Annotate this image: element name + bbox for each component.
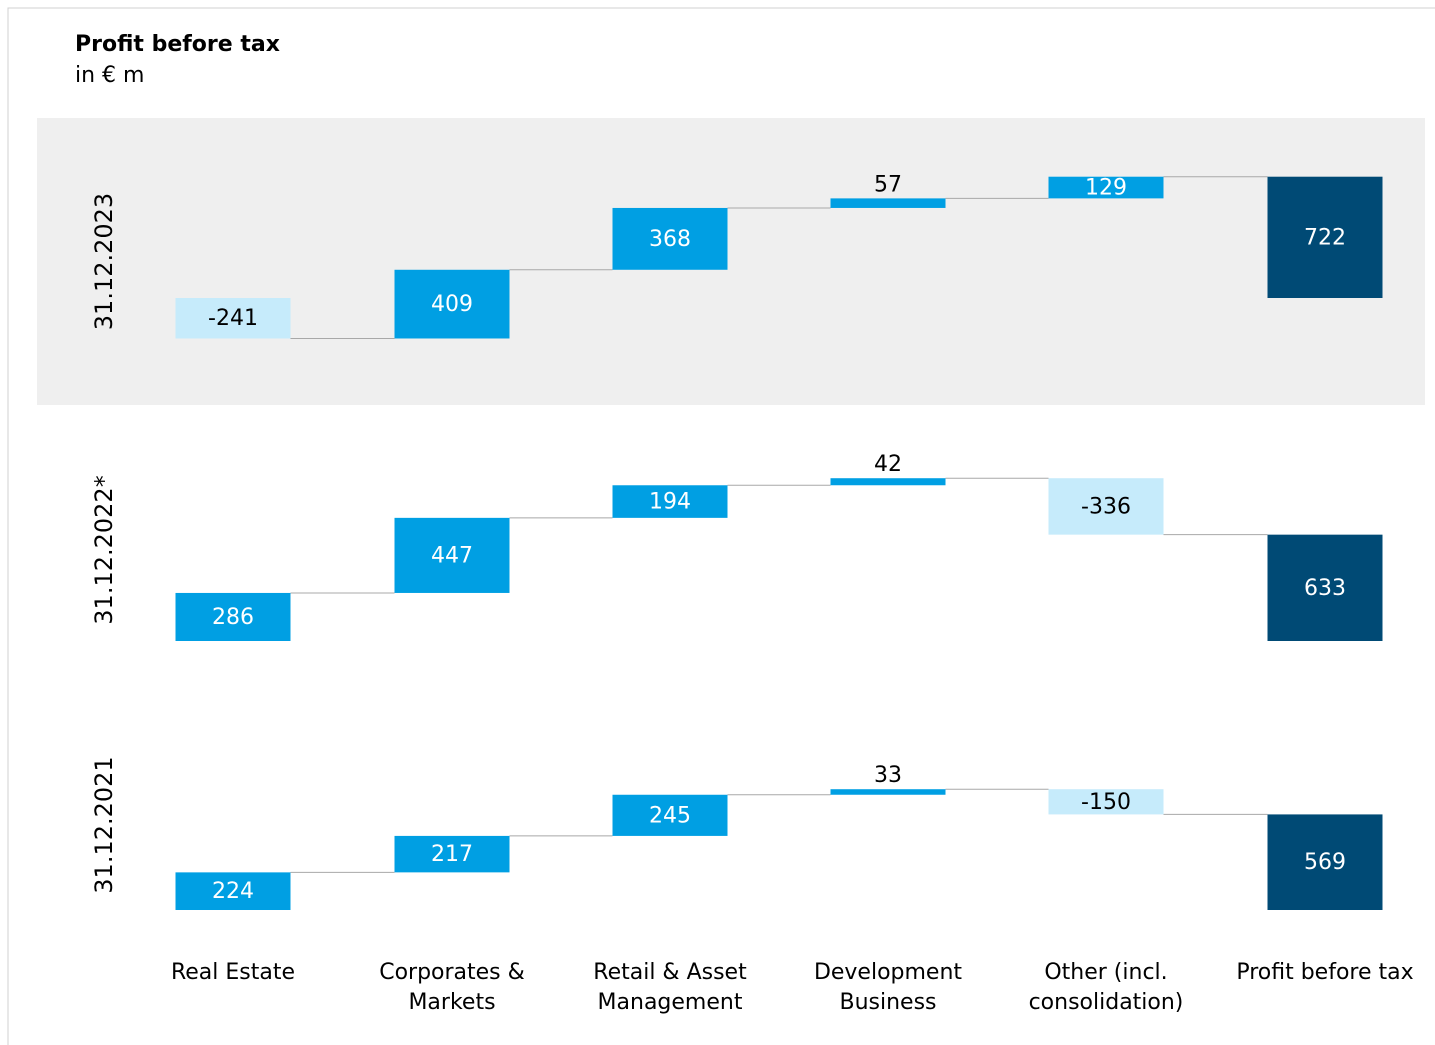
category-label: Corporates & Markets [379, 960, 525, 1015]
data-label: 409 [431, 292, 473, 317]
chart-title: Profit before tax [75, 32, 280, 57]
bar [1267, 176, 1383, 298]
data-label: -241 [208, 306, 258, 331]
bar [1267, 814, 1383, 910]
bar [1048, 176, 1164, 199]
data-label: -336 [1081, 494, 1131, 519]
panel-label: 31.12.2022* [90, 475, 118, 624]
chart-subtitle: in € m [75, 63, 144, 88]
data-label: 217 [431, 842, 473, 867]
data-label: 447 [431, 543, 473, 568]
category-label: Profit before tax [1236, 960, 1414, 985]
bar [394, 835, 510, 873]
bar [612, 794, 728, 836]
bar [394, 269, 510, 339]
bar [612, 207, 728, 270]
category-label: Real Estate [170, 960, 296, 985]
category-label: Other (incl. consolidation) [1028, 960, 1184, 1015]
data-label: 129 [1085, 176, 1127, 201]
bar [830, 789, 946, 795]
data-label: 368 [649, 227, 691, 252]
bar [175, 592, 291, 641]
bar [830, 478, 946, 486]
bar [1048, 789, 1164, 815]
category-label: Retail & Asset Management [593, 960, 747, 1015]
data-label: 722 [1304, 225, 1346, 250]
bar [1267, 534, 1383, 641]
data-label: 224 [212, 879, 254, 904]
data-label: 57 [874, 172, 902, 197]
bar [830, 198, 946, 208]
data-label: 194 [649, 490, 691, 515]
frame [7, 7, 1435, 1045]
category-label: Development Business [813, 960, 963, 1015]
bar [1048, 478, 1164, 535]
panel-label: 31.12.2021 [90, 756, 118, 893]
data-label: 286 [212, 605, 254, 630]
panel-label: 31.12.2023 [90, 193, 118, 330]
bar [175, 872, 291, 910]
bar [175, 298, 291, 339]
data-label: 633 [1304, 576, 1346, 601]
data-label: -150 [1081, 790, 1131, 815]
data-label: 42 [874, 452, 902, 477]
panel-background [37, 118, 1425, 405]
data-label: 569 [1304, 850, 1346, 875]
bar [394, 517, 510, 593]
data-label: 33 [874, 763, 902, 788]
data-label: 245 [649, 803, 691, 828]
bar [612, 485, 728, 518]
